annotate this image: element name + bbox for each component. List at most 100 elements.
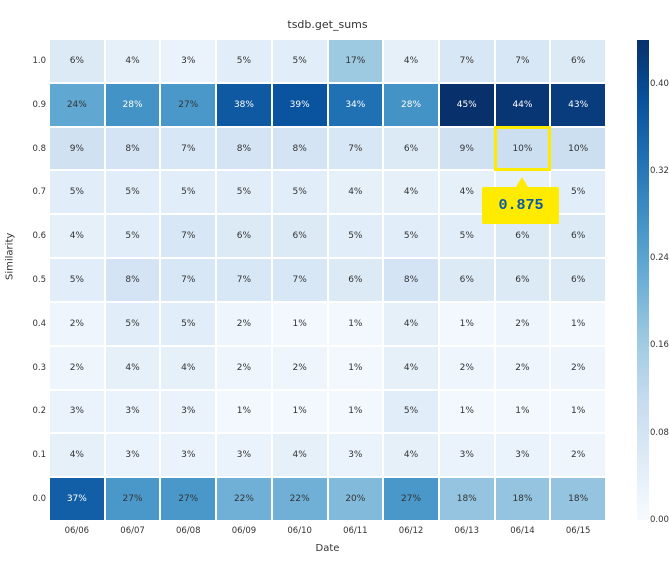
heatmap-cell: 7% <box>440 40 494 82</box>
heatmap-cell: 2% <box>50 347 104 389</box>
x-tick: 06/09 <box>232 526 257 536</box>
y-tick: 0.7 <box>30 187 46 197</box>
heatmap-cell: 7% <box>217 259 271 301</box>
heatmap-cell: 3% <box>329 434 383 476</box>
colorbar <box>637 40 649 520</box>
colorbar-tick: 0.16 <box>650 340 669 350</box>
heatmap-cell: 2% <box>217 347 271 389</box>
heatmap-cell: 27% <box>106 478 160 520</box>
heatmap-cell: 5% <box>273 40 327 82</box>
heatmap-cell: 28% <box>384 84 438 126</box>
heatmap-cell: 4% <box>161 347 215 389</box>
heatmap-cell: 18% <box>496 478 550 520</box>
heatmap-cell: 1% <box>440 391 494 433</box>
heatmap-cell: 6% <box>440 259 494 301</box>
heatmap-cell: 10% <box>496 128 550 170</box>
heatmap-cell: 5% <box>273 171 327 213</box>
heatmap-cell: 4% <box>329 171 383 213</box>
heatmap-cell: 2% <box>440 347 494 389</box>
heatmap-cell: 1% <box>496 391 550 433</box>
heatmap-cell: 6% <box>551 40 605 82</box>
heatmap-cell: 9% <box>50 128 104 170</box>
heatmap-cell: 1% <box>273 303 327 345</box>
heatmap-cell: 45% <box>440 84 494 126</box>
heatmap-cell: 5% <box>161 171 215 213</box>
heatmap-cell: 18% <box>551 478 605 520</box>
heatmap-cell: 1% <box>329 391 383 433</box>
y-tick: 0.0 <box>30 494 46 504</box>
heatmap-cell: 1% <box>551 303 605 345</box>
x-tick: 06/08 <box>176 526 201 536</box>
heatmap-cell: 3% <box>106 434 160 476</box>
heatmap-cell: 5% <box>384 391 438 433</box>
heatmap-grid: 6%4%3%5%5%17%4%7%7%6%24%28%27%38%39%34%2… <box>50 40 605 520</box>
heatmap-cell: 4% <box>384 171 438 213</box>
heatmap-cell: 18% <box>440 478 494 520</box>
heatmap-cell: 44% <box>496 84 550 126</box>
heatmap-cell: 5% <box>217 171 271 213</box>
heatmap-cell: 27% <box>161 478 215 520</box>
heatmap-cell: 6% <box>551 259 605 301</box>
heatmap-cell: 5% <box>384 215 438 257</box>
heatmap-cell: 39% <box>273 84 327 126</box>
heatmap-cell: 6% <box>551 215 605 257</box>
heatmap-cell: 8% <box>106 259 160 301</box>
heatmap-cell: 1% <box>329 303 383 345</box>
heatmap-cell: 1% <box>217 391 271 433</box>
heatmap-cell: 22% <box>217 478 271 520</box>
heatmap-cell: 7% <box>161 215 215 257</box>
y-tick: 0.6 <box>30 231 46 241</box>
heatmap-cell: 4% <box>106 40 160 82</box>
y-tick: 0.1 <box>30 450 46 460</box>
heatmap-cell: 8% <box>273 128 327 170</box>
heatmap-cell: 7% <box>273 259 327 301</box>
y-axis-label: Similarity <box>5 233 16 280</box>
x-tick: 06/13 <box>455 526 480 536</box>
heatmap-cell: 5% <box>50 259 104 301</box>
y-tick: 0.8 <box>30 144 46 154</box>
heatmap-cell: 5% <box>106 171 160 213</box>
heatmap-cell: 6% <box>384 128 438 170</box>
heatmap-cell: 4% <box>384 347 438 389</box>
heatmap-cell: 8% <box>384 259 438 301</box>
heatmap-cell: 2% <box>551 347 605 389</box>
heatmap-cell: 5% <box>440 215 494 257</box>
heatmap-cell: 3% <box>106 391 160 433</box>
heatmap-cell: 7% <box>496 40 550 82</box>
heatmap-cell: 3% <box>440 434 494 476</box>
heatmap-cell: 34% <box>329 84 383 126</box>
heatmap-cell: 8% <box>217 128 271 170</box>
heatmap-cell: 43% <box>551 84 605 126</box>
heatmap-cell: 3% <box>217 434 271 476</box>
colorbar-tick: 0.24 <box>650 253 669 263</box>
heatmap-cell: 3% <box>161 434 215 476</box>
colorbar-tick: 0.40 <box>650 79 669 89</box>
x-tick: 06/11 <box>343 526 368 536</box>
heatmap-cell: 5% <box>551 171 605 213</box>
heatmap-cell: 3% <box>496 434 550 476</box>
heatmap-cell: 6% <box>496 215 550 257</box>
heatmap-cell: 1% <box>440 303 494 345</box>
heatmap-cell: 1% <box>551 391 605 433</box>
heatmap-cell: 4% <box>50 215 104 257</box>
heatmap-cell: 2% <box>551 434 605 476</box>
heatmap-cell: 3% <box>161 391 215 433</box>
x-tick: 06/06 <box>65 526 90 536</box>
heatmap-cell: 9% <box>440 128 494 170</box>
heatmap-cell: 7% <box>161 128 215 170</box>
x-tick: 06/15 <box>566 526 591 536</box>
y-tick: 0.2 <box>30 406 46 416</box>
x-tick: 06/14 <box>510 526 535 536</box>
heatmap-cell: 20% <box>329 478 383 520</box>
heatmap-cell: 2% <box>496 303 550 345</box>
heatmap-cell: 2% <box>217 303 271 345</box>
heatmap-cell: 2% <box>273 347 327 389</box>
x-tick: 06/12 <box>399 526 424 536</box>
chart-title: tsdb.get_sums <box>50 18 605 31</box>
x-tick: 06/07 <box>120 526 145 536</box>
heatmap-cell: 7% <box>329 128 383 170</box>
heatmap-cell: 8% <box>106 128 160 170</box>
heatmap-cell: 5% <box>161 303 215 345</box>
colorbar-tick: 0.32 <box>650 166 669 176</box>
heatmap-cell: 1% <box>329 347 383 389</box>
